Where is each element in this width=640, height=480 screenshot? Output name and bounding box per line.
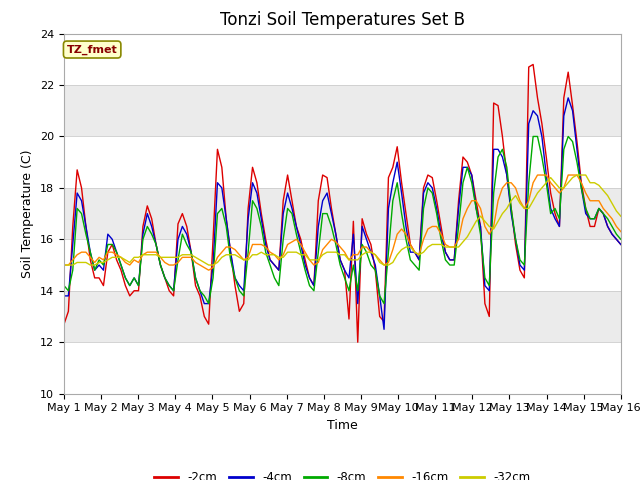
Bar (64, 342, 621, 394)
Legend: -2cm, -4cm, -8cm, -16cm, -32cm: -2cm, -4cm, -8cm, -16cm, -32cm (150, 466, 535, 480)
Bar (64, 240, 621, 291)
X-axis label: Time: Time (327, 419, 358, 432)
Title: Tonzi Soil Temperatures Set B: Tonzi Soil Temperatures Set B (220, 11, 465, 29)
Bar (64, 136, 621, 188)
Y-axis label: Soil Temperature (C): Soil Temperature (C) (22, 149, 35, 278)
Text: TZ_fmet: TZ_fmet (67, 44, 118, 55)
Bar (64, 34, 621, 85)
